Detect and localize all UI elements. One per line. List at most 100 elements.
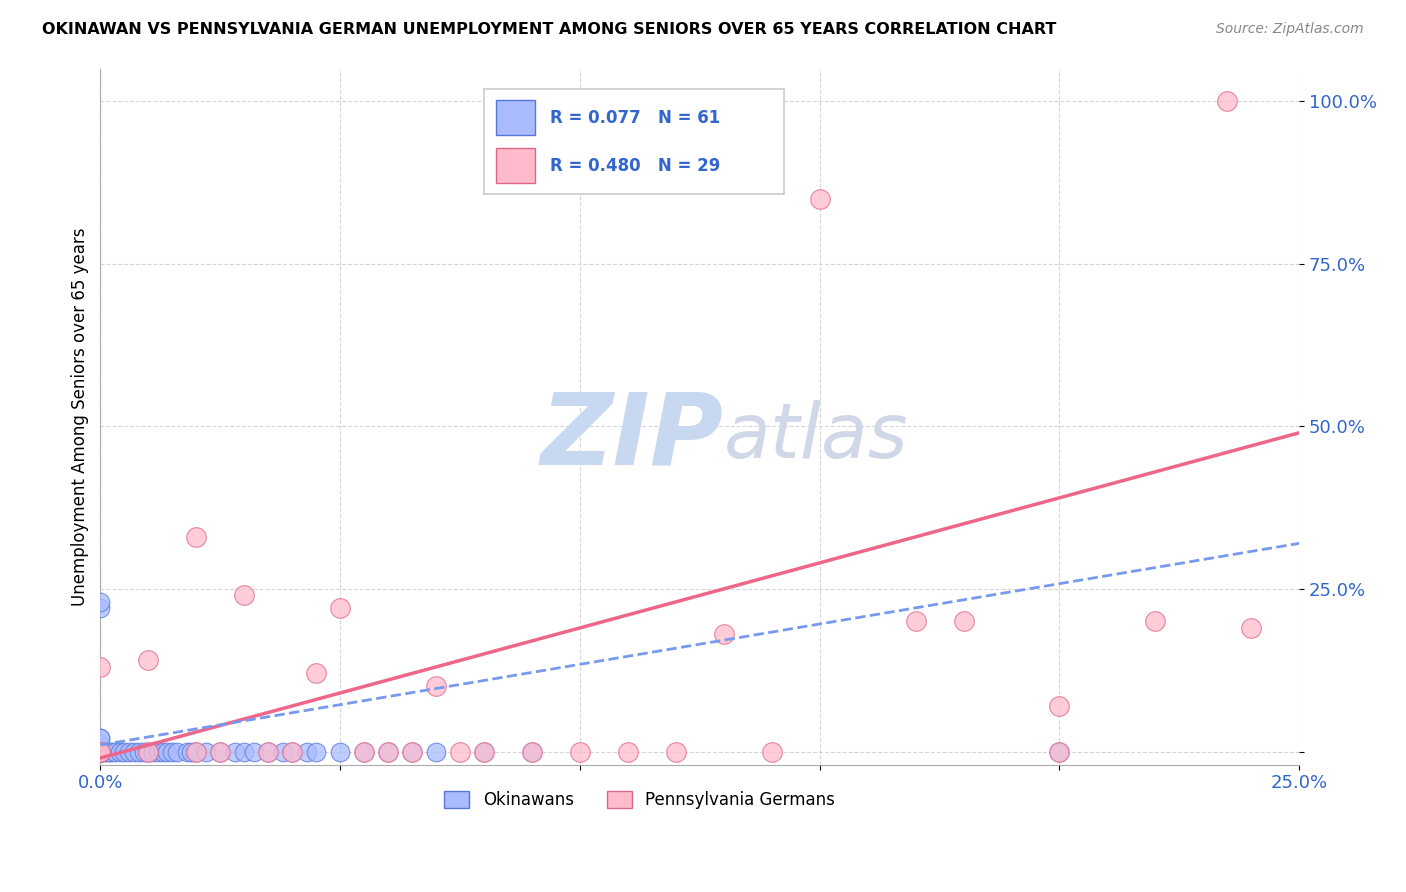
Point bbox=[136, 744, 159, 758]
Point bbox=[186, 744, 208, 758]
Point bbox=[89, 601, 111, 615]
Point bbox=[761, 744, 783, 758]
Point bbox=[665, 744, 688, 758]
Point bbox=[329, 744, 352, 758]
Point bbox=[713, 627, 735, 641]
Point bbox=[472, 744, 495, 758]
Point bbox=[89, 744, 111, 758]
Point bbox=[952, 615, 974, 629]
Text: Source: ZipAtlas.com: Source: ZipAtlas.com bbox=[1216, 22, 1364, 37]
Point bbox=[152, 744, 174, 758]
Point bbox=[180, 744, 202, 758]
Point bbox=[353, 744, 375, 758]
Point bbox=[295, 744, 318, 758]
Point bbox=[186, 530, 208, 544]
Point bbox=[104, 744, 127, 758]
Point bbox=[89, 744, 111, 758]
Point bbox=[89, 660, 111, 674]
Point bbox=[89, 744, 111, 758]
Point bbox=[136, 744, 159, 758]
Point bbox=[132, 744, 155, 758]
Point bbox=[136, 653, 159, 667]
Point bbox=[94, 744, 117, 758]
Point bbox=[156, 744, 179, 758]
Point bbox=[281, 744, 304, 758]
Point bbox=[1144, 615, 1167, 629]
Point bbox=[1216, 94, 1239, 108]
Point bbox=[449, 744, 471, 758]
Point bbox=[281, 744, 304, 758]
Text: atlas: atlas bbox=[724, 401, 908, 475]
Text: OKINAWAN VS PENNSYLVANIA GERMAN UNEMPLOYMENT AMONG SENIORS OVER 65 YEARS CORRELA: OKINAWAN VS PENNSYLVANIA GERMAN UNEMPLOY… bbox=[42, 22, 1056, 37]
Point bbox=[257, 744, 280, 758]
Point bbox=[89, 744, 111, 758]
Point bbox=[520, 744, 543, 758]
Point bbox=[1049, 744, 1071, 758]
Point bbox=[89, 738, 111, 752]
Point bbox=[194, 744, 217, 758]
Point bbox=[89, 744, 111, 758]
Y-axis label: Unemployment Among Seniors over 65 years: Unemployment Among Seniors over 65 years bbox=[72, 227, 89, 606]
Point bbox=[89, 744, 111, 758]
Point bbox=[1049, 744, 1071, 758]
Point bbox=[904, 615, 927, 629]
Point bbox=[89, 744, 111, 758]
Point bbox=[808, 192, 831, 206]
Point bbox=[162, 744, 184, 758]
Point bbox=[89, 744, 111, 758]
Point bbox=[94, 744, 117, 758]
Point bbox=[142, 744, 165, 758]
Point bbox=[89, 738, 111, 752]
Point bbox=[209, 744, 232, 758]
Point bbox=[209, 744, 232, 758]
Point bbox=[89, 744, 111, 758]
Point bbox=[98, 744, 121, 758]
Point bbox=[146, 744, 169, 758]
Point bbox=[224, 744, 246, 758]
Point bbox=[305, 666, 328, 681]
Text: ZIP: ZIP bbox=[541, 389, 724, 486]
Point bbox=[329, 601, 352, 615]
Point bbox=[1049, 698, 1071, 713]
Point bbox=[401, 744, 423, 758]
Point bbox=[128, 744, 150, 758]
Point bbox=[353, 744, 375, 758]
Point bbox=[233, 588, 256, 602]
Point bbox=[89, 731, 111, 746]
Point bbox=[176, 744, 198, 758]
Point bbox=[89, 744, 111, 758]
Point bbox=[89, 744, 111, 758]
Point bbox=[112, 744, 135, 758]
Point bbox=[89, 744, 111, 758]
Point bbox=[122, 744, 145, 758]
Point bbox=[89, 738, 111, 752]
Point bbox=[568, 744, 591, 758]
Point bbox=[89, 744, 111, 758]
Point bbox=[118, 744, 141, 758]
Point bbox=[377, 744, 399, 758]
Legend: Okinawans, Pennsylvania Germans: Okinawans, Pennsylvania Germans bbox=[437, 784, 842, 815]
Point bbox=[233, 744, 256, 758]
Point bbox=[89, 744, 111, 758]
Point bbox=[1240, 621, 1263, 635]
Point bbox=[108, 744, 131, 758]
Point bbox=[243, 744, 266, 758]
Point bbox=[617, 744, 640, 758]
Point bbox=[377, 744, 399, 758]
Point bbox=[257, 744, 280, 758]
Point bbox=[166, 744, 188, 758]
Point bbox=[425, 680, 447, 694]
Point bbox=[305, 744, 328, 758]
Point bbox=[401, 744, 423, 758]
Point bbox=[89, 744, 111, 758]
Point bbox=[89, 595, 111, 609]
Point bbox=[271, 744, 294, 758]
Point bbox=[89, 744, 111, 758]
Point bbox=[425, 744, 447, 758]
Point bbox=[186, 744, 208, 758]
Point bbox=[520, 744, 543, 758]
Point bbox=[89, 731, 111, 746]
Point bbox=[89, 744, 111, 758]
Point bbox=[472, 744, 495, 758]
Point bbox=[98, 744, 121, 758]
